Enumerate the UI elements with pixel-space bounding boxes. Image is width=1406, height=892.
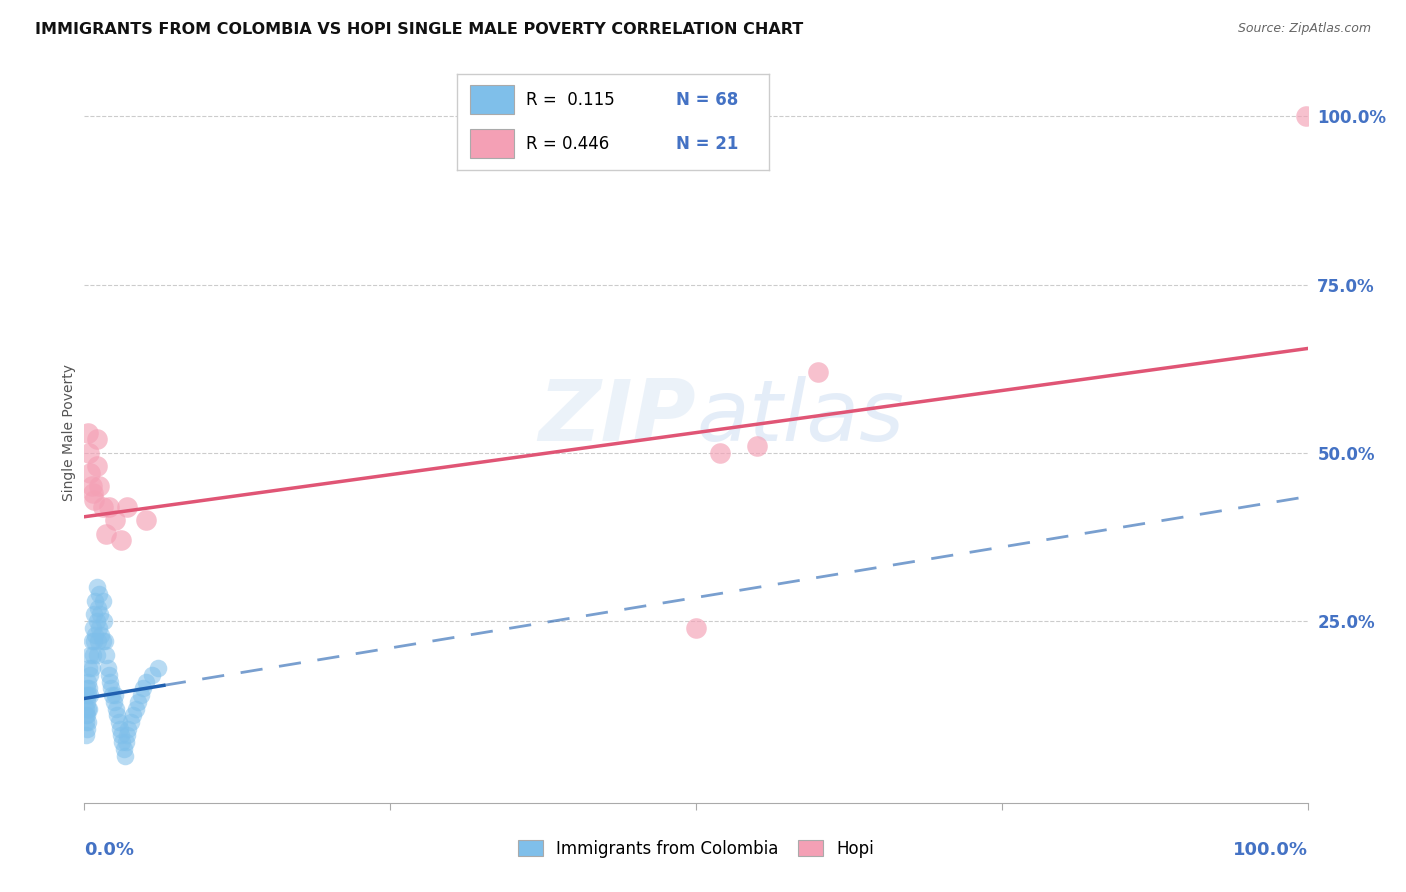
Text: 100.0%: 100.0% [1233,840,1308,859]
Point [80,634,103,648]
Point [111,735,134,749]
Point [146,661,169,675]
Point [129,688,152,702]
Point [87,621,110,635]
Point [93,614,115,628]
Point [103,695,125,709]
Text: atlas: atlas [696,376,904,459]
Point [82,621,104,635]
Point [75,688,97,702]
Point [77,446,100,460]
Point [86,614,108,628]
Point [709,446,731,460]
Point [100,681,122,696]
Point [79,688,101,702]
Point [110,533,132,548]
Point [84,594,107,608]
Point [141,668,163,682]
Point [135,513,157,527]
Point [91,634,114,648]
Point [79,668,101,682]
Point [86,648,108,662]
Point [84,627,107,641]
Point [101,688,124,702]
Point [104,688,127,702]
Point [75,708,97,723]
Point [97,668,120,682]
Point [82,648,104,662]
Point [77,701,100,715]
Point [122,708,145,723]
Point [79,466,101,480]
Point [91,594,114,608]
Point [94,634,117,648]
Point [76,708,98,723]
Point [115,729,138,743]
Text: ZIP: ZIP [538,376,696,459]
Point [97,661,120,675]
Point [77,688,100,702]
Point [104,513,127,527]
Point [75,729,97,743]
Point [76,722,98,736]
Point [98,674,121,689]
Point [75,701,97,715]
Point [108,722,131,736]
Point [132,681,155,696]
Point [87,600,110,615]
Legend: Immigrants from Colombia, Hopi: Immigrants from Colombia, Hopi [510,833,882,865]
Point [82,486,104,500]
Point [86,459,108,474]
Point [75,714,97,729]
Point [86,581,108,595]
Y-axis label: Single Male Poverty: Single Male Poverty [62,364,76,501]
Point [97,500,120,514]
Point [1295,109,1317,123]
Point [77,425,100,440]
Point [76,695,98,709]
Point [91,500,114,514]
Point [120,714,142,729]
Point [80,661,103,675]
Point [96,526,118,541]
Point [807,365,830,379]
Point [114,748,136,763]
Point [77,674,100,689]
Point [127,695,149,709]
Point [90,627,112,641]
Point [685,621,707,635]
Point [115,735,138,749]
Text: IMMIGRANTS FROM COLOMBIA VS HOPI SINGLE MALE POVERTY CORRELATION CHART: IMMIGRANTS FROM COLOMBIA VS HOPI SINGLE … [35,22,803,37]
Point [87,479,110,493]
Point [107,714,129,729]
Point [112,742,135,756]
Point [87,634,110,648]
Text: Source: ZipAtlas.com: Source: ZipAtlas.com [1237,22,1371,36]
Point [89,607,111,622]
Point [110,729,132,743]
Point [86,433,108,447]
Point [77,661,100,675]
Point [80,479,103,493]
Text: 0.0%: 0.0% [84,840,135,859]
Point [747,439,769,453]
Point [87,587,110,601]
Point [117,722,139,736]
Point [77,714,100,729]
Point [105,701,128,715]
Point [96,648,118,662]
Point [77,701,100,715]
Point [125,701,148,715]
Point [77,681,100,696]
Point [79,648,101,662]
Point [83,634,105,648]
Point [115,500,138,514]
Point [83,492,105,507]
Point [76,681,98,696]
Point [83,607,105,622]
Point [135,674,157,689]
Point [105,708,128,723]
